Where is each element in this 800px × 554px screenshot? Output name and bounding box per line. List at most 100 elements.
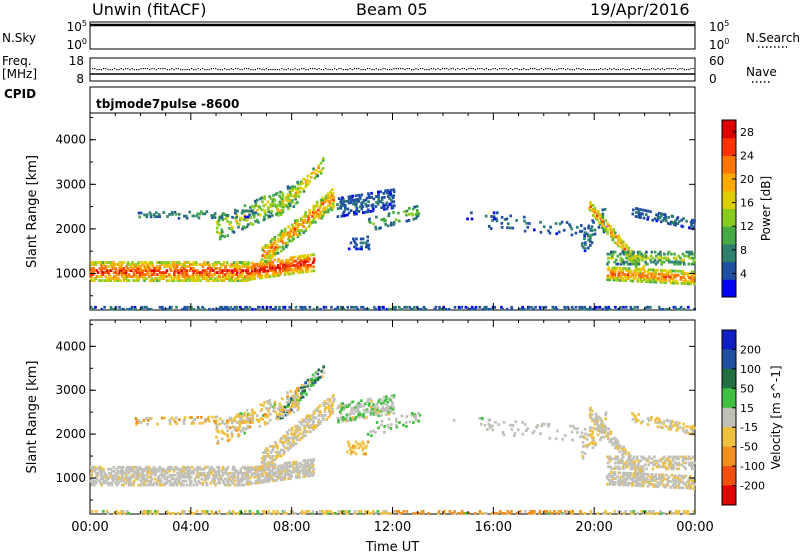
scatter-cell [221, 471, 225, 475]
scatter-cell [204, 419, 207, 423]
nave-dot [417, 69, 419, 71]
scatter-cell [212, 214, 216, 217]
scatter-cell [108, 277, 112, 280]
scatter-cell [522, 307, 526, 311]
scatter-cell [652, 272, 656, 276]
scatter-cell [222, 279, 226, 282]
scatter-cell [231, 225, 234, 229]
scatter-cell [619, 258, 623, 262]
nave-dot [160, 68, 162, 70]
scatter-cell [652, 276, 655, 280]
scatter-cell [286, 397, 289, 400]
scatter-cell [331, 409, 334, 413]
scatter-cell [290, 428, 294, 432]
scatter-cell [328, 398, 332, 401]
scatter-cell [167, 465, 170, 469]
scatter-cell [653, 268, 657, 272]
scatter-cell [366, 235, 369, 239]
nave-tick-label: 0 [709, 72, 717, 86]
scatter-cell [283, 273, 287, 276]
scatter-cell [380, 419, 384, 423]
scatter-cell [354, 198, 358, 202]
scatter-cell [539, 307, 542, 311]
scatter-cell [641, 212, 644, 216]
scatter-cell [143, 279, 146, 282]
scatter-cell [634, 416, 637, 420]
scatter-cell [264, 474, 268, 478]
scatter-cell [102, 263, 105, 266]
scatter-cell [185, 483, 189, 487]
scatter-cell [692, 256, 696, 260]
scatter-cell [263, 254, 266, 257]
scatter-cell [241, 269, 244, 272]
scatter-cell [680, 474, 683, 478]
scatter-cell [587, 226, 590, 230]
scatter-cell [262, 478, 265, 482]
scatter-cell [189, 267, 193, 270]
scatter-cell [243, 218, 246, 222]
scatter-cell [379, 200, 382, 204]
scatter-cell [244, 467, 247, 471]
scatter-cell [301, 307, 304, 311]
scatter-cell [269, 477, 272, 481]
nave-dot [617, 69, 619, 71]
scatter-cell [100, 265, 104, 268]
scatter-cell [603, 225, 607, 228]
scatter-cell [271, 463, 275, 467]
scatter-cell [483, 305, 487, 309]
scatter-cell [654, 280, 658, 284]
scatter-cell [150, 261, 153, 264]
scatter-cell [149, 510, 153, 513]
scatter-cell [576, 427, 579, 430]
scatter-cell [418, 413, 422, 417]
scatter-cell [302, 258, 306, 262]
scatter-cell [224, 217, 228, 220]
scatter-cell [621, 465, 625, 469]
scatter-cell [673, 474, 677, 478]
scatter-cell [233, 279, 237, 282]
scatter-cell [590, 241, 594, 245]
scatter-cell [291, 511, 294, 515]
scatter-cell [278, 470, 282, 474]
scatter-cell [157, 213, 161, 216]
scatter-cell [557, 230, 561, 234]
scatter-cell [107, 271, 110, 274]
scatter-cell [615, 278, 618, 282]
scatter-cell [262, 455, 265, 458]
scatter-cell [625, 256, 628, 260]
scatter-cell [185, 275, 189, 278]
scatter-cell [198, 273, 202, 276]
scatter-cell [122, 475, 125, 479]
scatter-cell [298, 233, 302, 236]
scatter-cell [158, 277, 162, 280]
scatter-cell [667, 307, 670, 311]
scatter-cell [356, 307, 360, 311]
scatter-cell [390, 404, 394, 408]
scatter-cell [198, 212, 202, 216]
scatter-cell [278, 194, 281, 198]
scatter-cell [380, 402, 383, 405]
scatter-cell [215, 473, 218, 477]
nave-dot [250, 69, 252, 71]
scatter-cell [106, 511, 110, 515]
scatter-cell [192, 422, 196, 425]
scatter-cell [380, 218, 383, 222]
scatter-cell [308, 464, 312, 468]
scatter-cell [348, 403, 351, 407]
scatter-cell [272, 274, 275, 278]
scatter-cell [649, 461, 652, 465]
scatter-cell [664, 483, 668, 487]
scatter-cell [382, 409, 385, 413]
scatter-cell [491, 424, 494, 428]
scatter-cell [128, 275, 131, 278]
scatter-cell [265, 305, 269, 309]
scatter-cell [645, 476, 649, 480]
scatter-cell [257, 467, 261, 470]
scatter-cell [139, 265, 143, 268]
scatter-cell [607, 305, 610, 309]
scatter-cell [667, 258, 671, 262]
scatter-cell [387, 214, 390, 218]
scatter-cell [221, 307, 224, 311]
scatter-cell [226, 429, 229, 433]
scatter-cell [100, 267, 104, 270]
